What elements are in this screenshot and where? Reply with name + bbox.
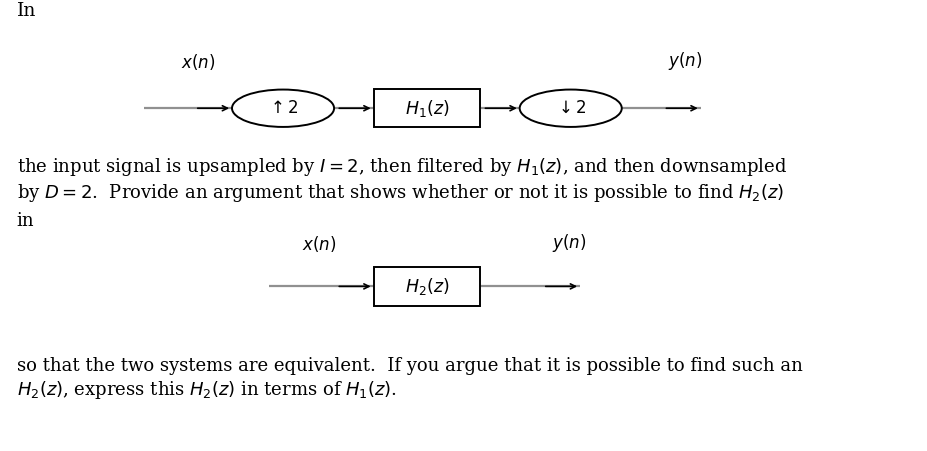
Text: in: in xyxy=(17,212,34,230)
Text: $y(n)$: $y(n)$ xyxy=(552,232,586,253)
Text: by $D = 2$.  Provide an argument that shows whether or not it is possible to fin: by $D = 2$. Provide an argument that sho… xyxy=(17,182,783,204)
Bar xyxy=(374,89,480,128)
Ellipse shape xyxy=(232,90,334,127)
Text: the input signal is upsampled by $I = 2$, then filtered by $H_1(z)$, and then do: the input signal is upsampled by $I = 2$… xyxy=(17,156,786,178)
Text: $x(n)$: $x(n)$ xyxy=(301,234,336,253)
Bar xyxy=(374,267,480,306)
Ellipse shape xyxy=(519,90,621,127)
Text: $H_1(z)$: $H_1(z)$ xyxy=(404,98,449,119)
Text: In: In xyxy=(17,2,36,20)
Text: so that the two systems are equivalent.  If you argue that it is possible to fin: so that the two systems are equivalent. … xyxy=(17,357,802,375)
Text: $x(n)$: $x(n)$ xyxy=(181,51,215,72)
Text: $\uparrow 2$: $\uparrow 2$ xyxy=(267,100,298,117)
Text: $H_2(z)$: $H_2(z)$ xyxy=(404,276,449,297)
Text: $y(n)$: $y(n)$ xyxy=(667,50,702,72)
Text: $\downarrow 2$: $\downarrow 2$ xyxy=(554,100,586,117)
Text: $H_2(z)$, express this $H_2(z)$ in terms of $H_1(z)$.: $H_2(z)$, express this $H_2(z)$ in terms… xyxy=(17,379,397,401)
